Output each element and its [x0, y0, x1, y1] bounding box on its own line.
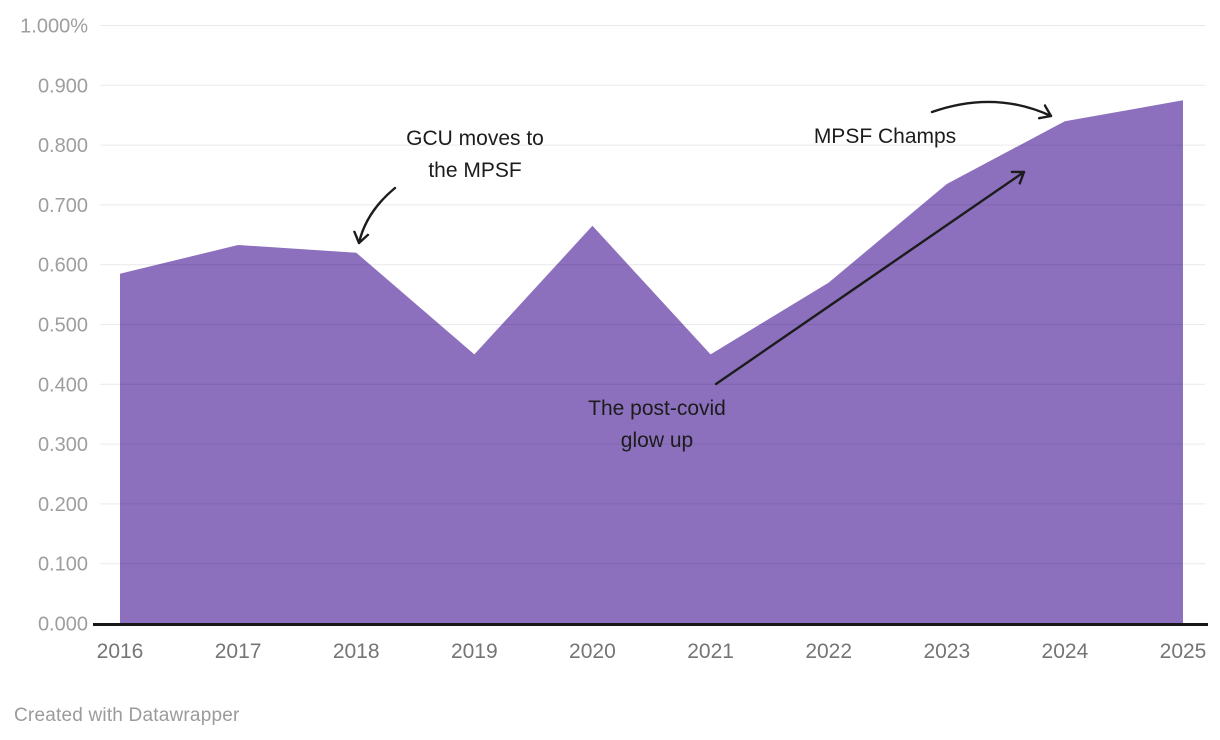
y-tick-label: 0.100 — [38, 554, 88, 576]
annotation-text: The post-covid glow up — [588, 397, 726, 452]
annotations: GCU moves to the MPSF MPSF Champs The post-… — [359, 100, 1053, 452]
annotation-arrow — [714, 172, 1026, 386]
x-tick-label: 2019 — [451, 640, 498, 663]
y-tick-label: 1.000% — [20, 16, 88, 38]
y-tick-label: 0.300 — [38, 434, 88, 456]
area-chart-canvas: 1.000% 0.900 0.800 0.700 0.600 0.500 0.400 0.30… — [20, 16, 1208, 663]
annotation-text: GCU moves to the MPSF — [406, 127, 544, 182]
y-axis-labels: 1.000% 0.900 0.800 0.700 0.600 0.500 0.400 0.30… — [20, 16, 88, 636]
x-axis-labels: 2016 2017 2018 2019 2020 2021 2022 2023 2024 2025 — [97, 640, 1207, 663]
x-tick-label: 2017 — [215, 640, 262, 663]
y-tick-label: 0.600 — [38, 255, 88, 277]
y-tick-label: 0.500 — [38, 315, 88, 337]
datawrapper-credit: Created with Datawrapper — [14, 705, 240, 726]
y-tick-label: 0.400 — [38, 374, 88, 396]
y-tick-label: 0.700 — [38, 195, 88, 217]
x-tick-label: 2021 — [687, 640, 734, 663]
x-tick-label: 2023 — [923, 640, 970, 663]
annotation-text: MPSF Champs — [814, 125, 956, 148]
y-tick-label: 0.200 — [38, 494, 88, 516]
y-tick-label: 0.900 — [38, 75, 88, 97]
y-tick-label: 0.800 — [38, 135, 88, 157]
x-tick-label: 2016 — [97, 640, 144, 663]
gridlines — [100, 25, 1205, 565]
area-series-fill — [120, 100, 1183, 624]
x-tick-label: 2025 — [1160, 640, 1207, 663]
annotation-arrow — [930, 100, 1053, 116]
annotation-arrow — [359, 186, 397, 245]
x-tick-label: 2024 — [1042, 640, 1089, 663]
x-tick-label: 2018 — [333, 640, 380, 663]
x-tick-label: 2022 — [805, 640, 852, 663]
x-tick-label: 2020 — [569, 640, 616, 663]
y-tick-label: 0.000 — [38, 614, 88, 636]
